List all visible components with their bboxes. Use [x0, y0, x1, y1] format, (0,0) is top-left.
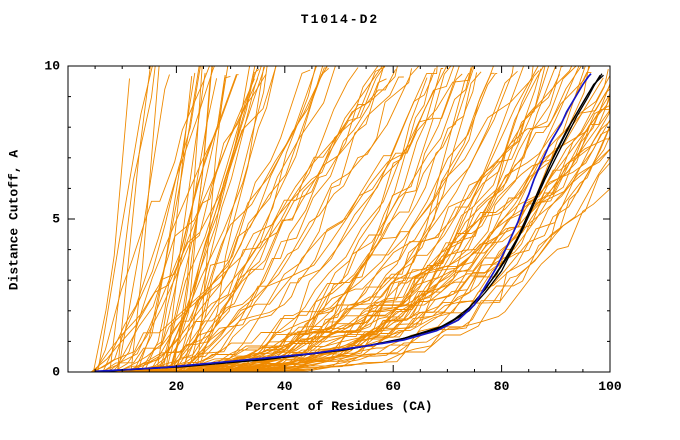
orange-prediction-curve — [136, 72, 196, 373]
plot-border — [67, 65, 611, 373]
orange-prediction-curve — [168, 66, 266, 373]
orange-prediction-curve — [90, 69, 397, 373]
orange-prediction-curve — [156, 74, 239, 373]
orange-prediction-curve — [120, 67, 328, 373]
orange-prediction-curve — [177, 65, 379, 373]
model-blue-curve — [95, 73, 592, 373]
orange-prediction-curve — [170, 66, 213, 373]
orange-prediction-curve — [97, 65, 153, 373]
orange-prediction-curve — [144, 77, 428, 373]
y-tick-label: 10 — [44, 58, 60, 74]
orange-prediction-curve — [158, 65, 438, 373]
orange-prediction-curve — [142, 65, 277, 373]
y-tick-label: 0 — [52, 364, 60, 380]
orange-prediction-curve — [177, 65, 324, 373]
orange-prediction-curve — [116, 65, 151, 373]
orange-prediction-curve — [130, 65, 160, 373]
orange-prediction-curve — [173, 65, 398, 373]
orange-prediction-curve — [175, 65, 328, 373]
orange-prediction-curve — [134, 85, 611, 373]
orange-prediction-curve — [143, 76, 193, 373]
orange-prediction-curve — [180, 69, 311, 373]
chart-title: T1014-D2 — [300, 12, 380, 27]
x-tick-label: 80 — [493, 379, 510, 394]
orange-prediction-curve — [93, 65, 201, 373]
orange-prediction-curve — [133, 70, 540, 373]
x-tick-label: 60 — [385, 379, 401, 394]
orange-prediction-curve — [169, 65, 213, 373]
orange-prediction-curve — [179, 68, 413, 373]
x-tick-label: 20 — [168, 379, 185, 394]
orange-prediction-curve — [183, 65, 420, 373]
orange-prediction-curve — [117, 74, 170, 373]
orange-prediction-curve — [128, 65, 591, 373]
orange-prediction-curve — [182, 65, 262, 373]
orange-prediction-curve — [189, 65, 534, 373]
orange-prediction-curve — [94, 65, 586, 373]
orange-prediction-curve — [196, 66, 265, 373]
orange-prediction-curve — [131, 66, 386, 373]
orange-prediction-curve — [100, 72, 592, 373]
orange-prediction-curve — [91, 65, 448, 373]
y-tick-label: 5 — [52, 211, 60, 227]
x-tick-label: 40 — [276, 379, 293, 394]
x-tick-label: 100 — [598, 379, 622, 394]
orange-prediction-curve — [165, 125, 611, 373]
orange-prediction-curve — [152, 65, 473, 373]
orange-prediction-curve — [107, 75, 231, 373]
orange-prediction-curve — [149, 65, 256, 373]
orange-prediction-curve — [92, 78, 130, 373]
orange-prediction-curve — [165, 72, 206, 373]
orange-prediction-curve — [109, 65, 156, 373]
x-axis-label: Percent of Residues (CA) — [245, 399, 433, 414]
orange-prediction-curve — [117, 65, 317, 373]
orange-prediction-curve — [173, 65, 383, 373]
model-black-3-curve — [100, 74, 601, 373]
